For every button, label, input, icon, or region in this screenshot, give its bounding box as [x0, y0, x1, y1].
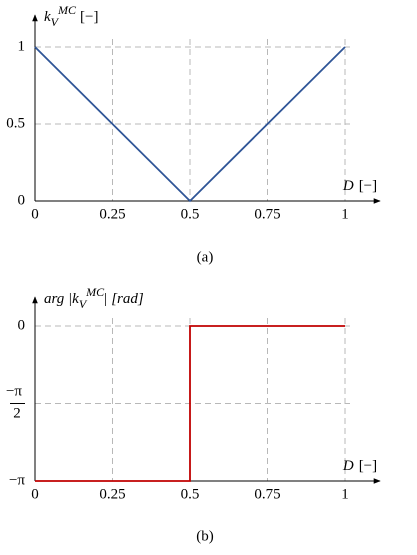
x-tick-label: 1: [341, 206, 349, 222]
x-label-var: D: [342, 458, 354, 474]
x-tick-label: 0: [31, 206, 39, 222]
x-tick-label: 0: [31, 486, 39, 502]
x-tick-label: 1: [341, 486, 349, 502]
x-label-var: D: [342, 178, 354, 194]
y-tick-label: 1: [18, 38, 26, 54]
x-tick-label: 0.75: [254, 206, 280, 222]
chart: 0 0.25 0.5 0.75 1 −π −π 2 0 arg |kVMC| [rad] D [−] (b…: [6, 285, 381, 544]
x-tick-label: 0.5: [181, 206, 200, 222]
x-axis-label: D [−]: [342, 458, 377, 474]
y-label-base: k: [72, 291, 79, 307]
y-tick-label: 0.5: [6, 115, 25, 131]
y-label-unit: [rad]: [111, 291, 144, 307]
x-tick-label: 0.5: [181, 486, 200, 502]
y-tick-label: −π 2: [6, 384, 22, 422]
x-tick-label: 0.75: [254, 486, 280, 502]
numerator: −π: [6, 384, 22, 400]
y-tick-label: 0: [18, 192, 26, 208]
y-label-sup: MC: [85, 285, 105, 299]
y-label-sup: MC: [57, 3, 77, 17]
y-tick-label: −π: [9, 472, 25, 488]
caption: (a): [197, 249, 214, 265]
data-line: [34, 46, 346, 203]
x-label-unit: [−]: [359, 178, 377, 194]
data-line: [35, 325, 345, 482]
y-label-unit: [−]: [80, 9, 98, 25]
y-label-sub: V: [51, 15, 60, 29]
caption: (b): [196, 528, 214, 544]
y-label-prefix: arg |: [44, 291, 72, 307]
y-label-base: k: [44, 9, 51, 25]
x-label-unit: [−]: [359, 458, 377, 474]
denominator: 2: [13, 406, 21, 422]
x-tick-label: 0.25: [99, 206, 125, 222]
y-axis-label: arg |kVMC| [rad]: [44, 285, 144, 311]
y-label-sub: V: [79, 297, 88, 311]
y-label-suffix: |: [104, 291, 107, 307]
y-axis-label: kVMC [−]: [44, 3, 98, 29]
x-tick-label: 0.25: [99, 486, 125, 502]
y-tick-label: 0: [18, 317, 26, 333]
x-axis-label: D [−]: [342, 178, 377, 194]
